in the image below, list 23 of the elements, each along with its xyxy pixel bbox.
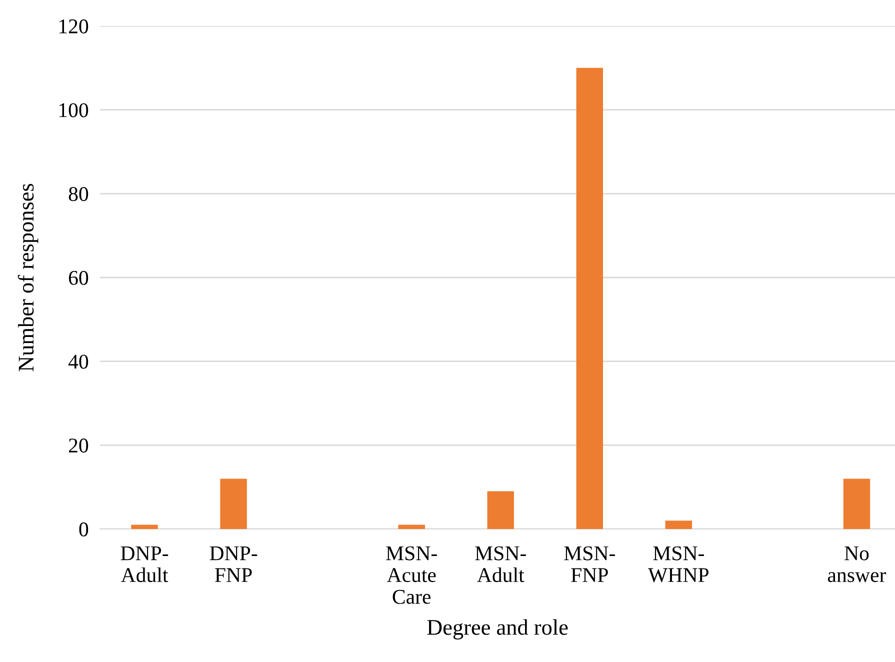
x-tick-label: MSN- Acute Care xyxy=(386,546,437,604)
y-tick-label: 120 xyxy=(59,19,88,34)
y-tick-label: 0 xyxy=(79,522,88,536)
y-tick-label: 60 xyxy=(68,270,88,285)
y-tick-label: 80 xyxy=(68,187,88,202)
bar xyxy=(220,478,247,529)
x-tick-label: DNP- FNP xyxy=(210,546,258,582)
y-tick-label: 40 xyxy=(68,354,88,369)
bar xyxy=(398,524,425,529)
x-tick-label: DNP- Adult xyxy=(120,546,168,582)
bar xyxy=(843,478,870,529)
x-tick-label: No answer xyxy=(828,546,886,582)
y-tick-label: 20 xyxy=(68,438,88,453)
bar xyxy=(665,520,692,529)
bar xyxy=(576,68,603,529)
x-tick-label: MSN- FNP xyxy=(564,546,615,582)
bar xyxy=(487,491,514,529)
bar xyxy=(131,524,158,529)
y-axis-title: Number of responses xyxy=(18,184,38,372)
x-tick-label: MSN- WHNP xyxy=(648,546,709,582)
y-tick-label: 100 xyxy=(59,103,88,118)
x-axis-title: Degree and role xyxy=(427,619,568,640)
x-tick-label: MSN- Adult xyxy=(475,546,526,582)
